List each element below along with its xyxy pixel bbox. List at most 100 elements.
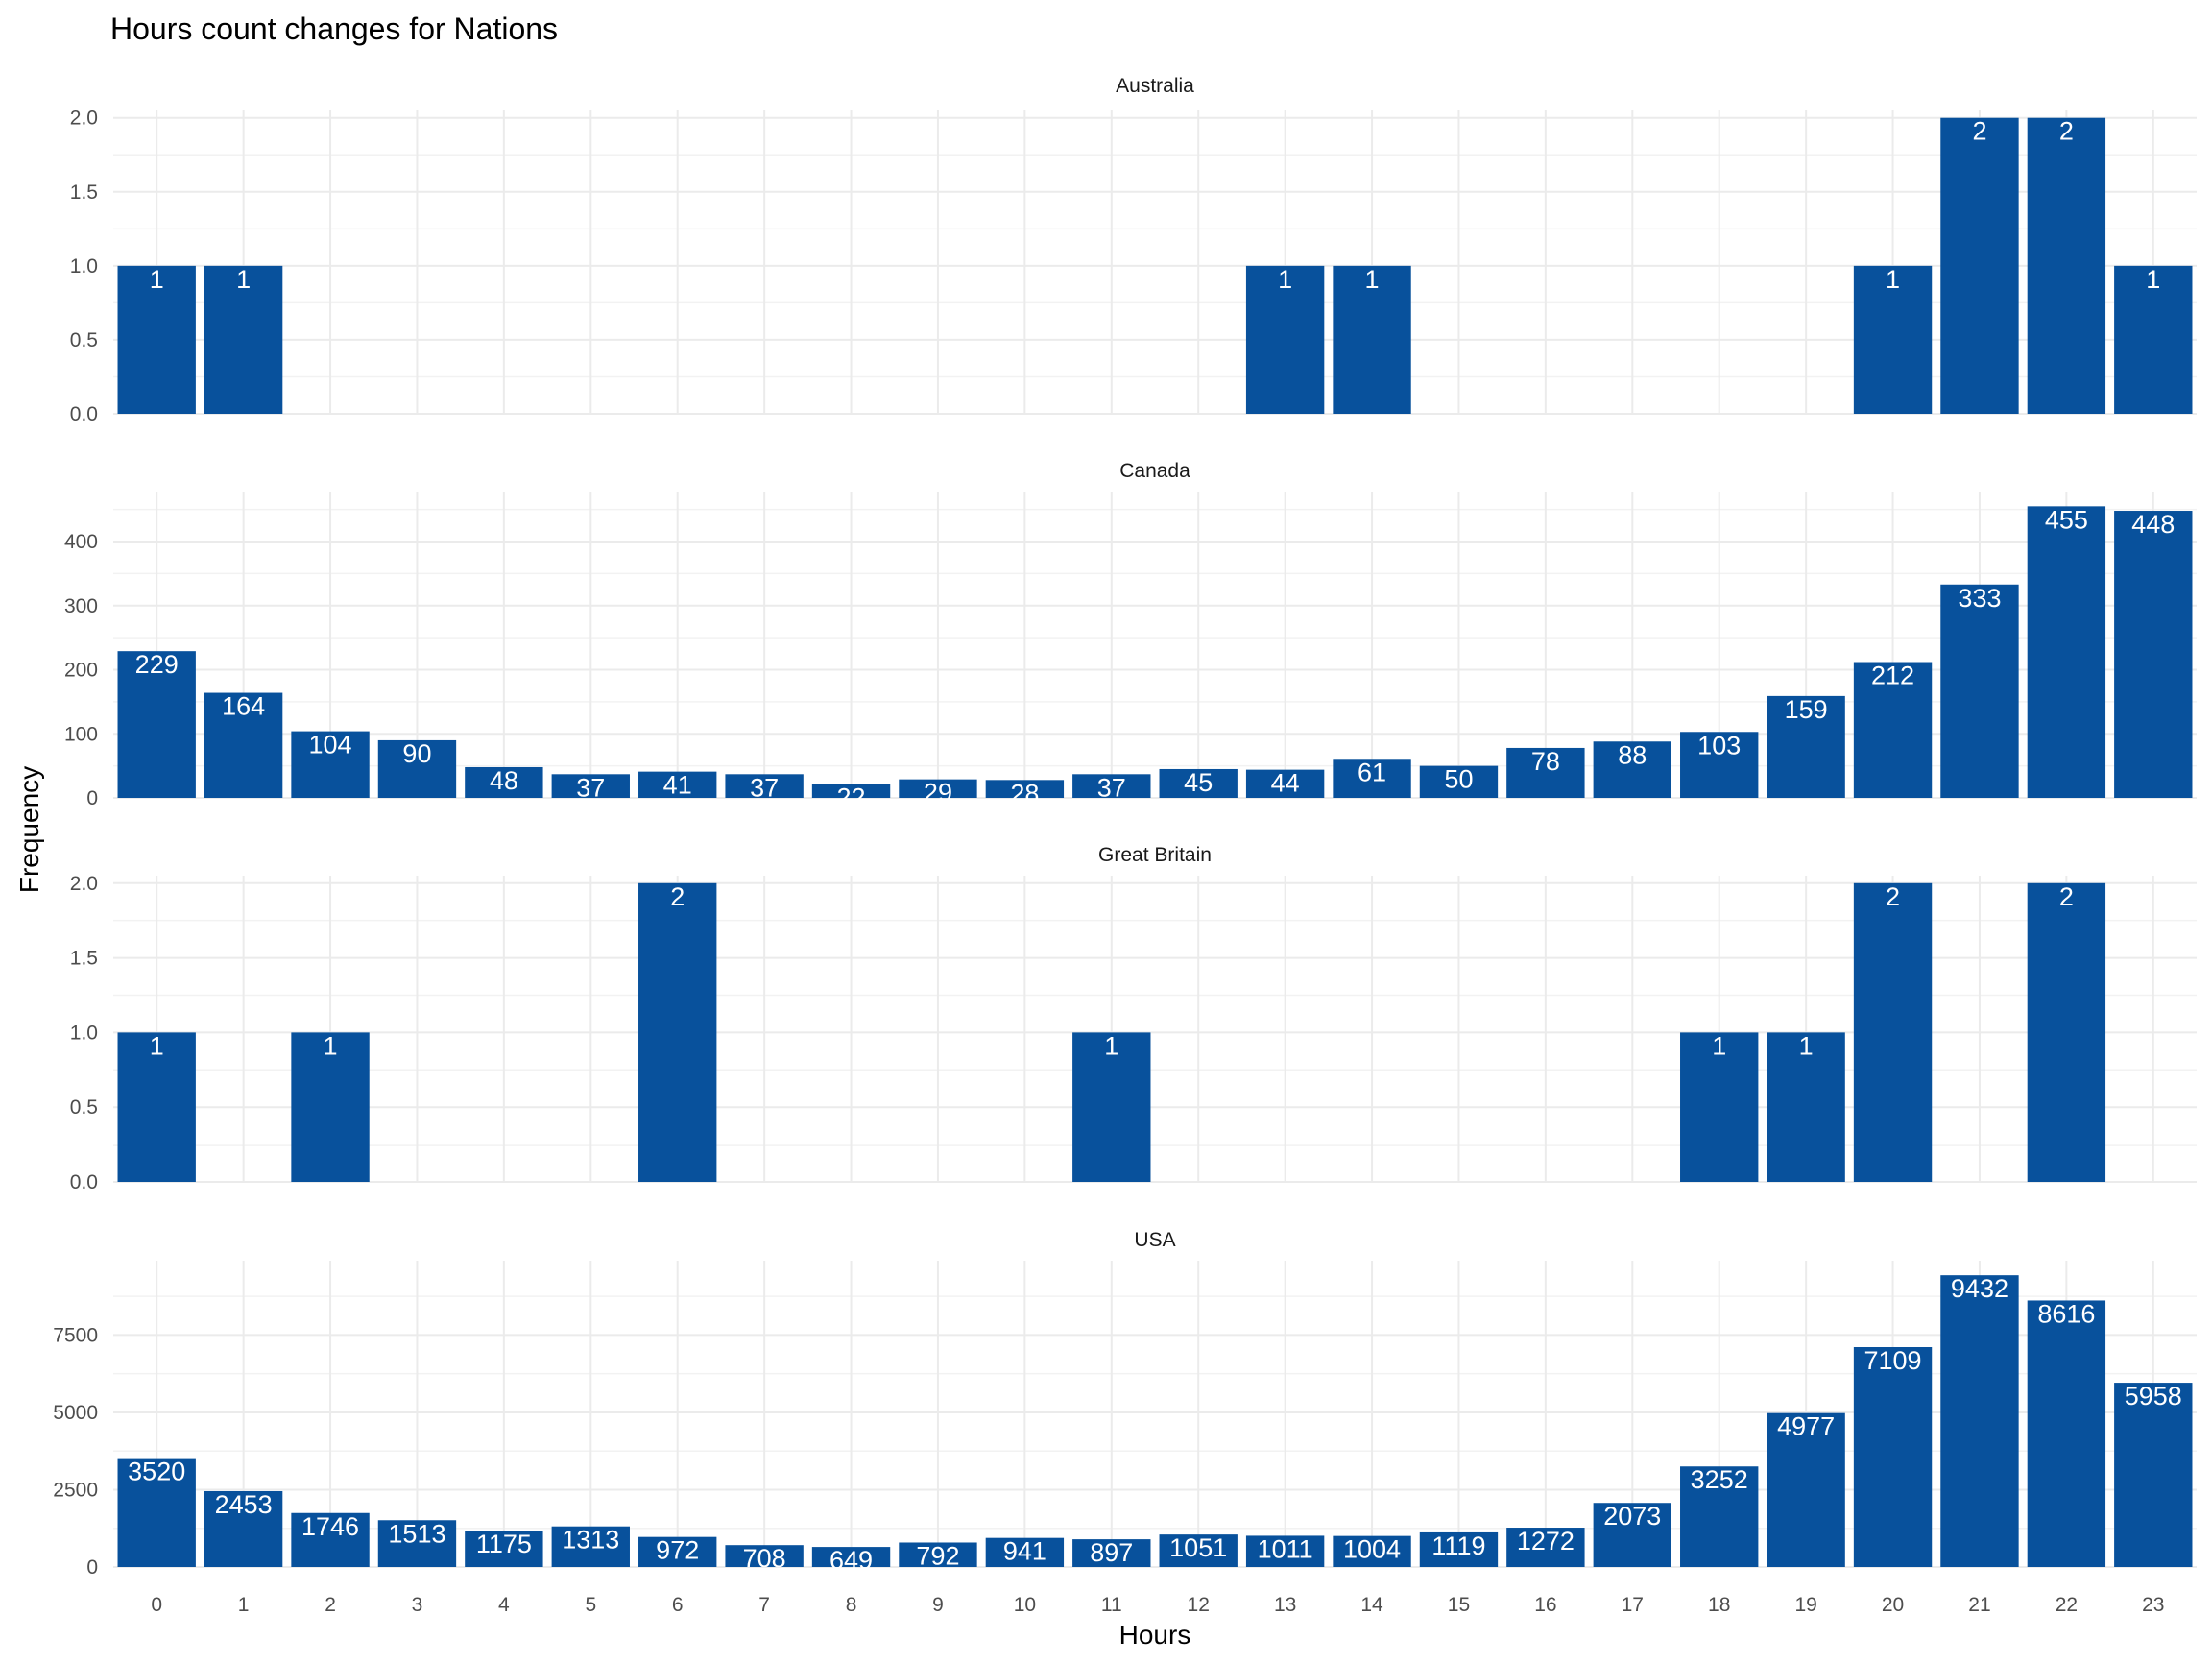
bar-value-label: 164 (222, 692, 265, 721)
x-tick-label: 7 (758, 1594, 770, 1616)
x-tick-label: 0 (151, 1594, 162, 1616)
bar (1853, 882, 1933, 1182)
bar (638, 882, 717, 1182)
facet-panel: Australia 0.0 0.5 1.0 1.5 2.0 1 1 1 1 1 2 2 1 (70, 75, 2197, 425)
x-tick-label: 9 (932, 1594, 944, 1616)
x-tick-label: 20 (1882, 1594, 1904, 1616)
bar (2114, 1383, 2193, 1567)
x-tick-label: 17 (1622, 1594, 1644, 1616)
bar-value-label: 5958 (2125, 1382, 2182, 1411)
bar (1593, 741, 1671, 798)
bar (551, 1526, 630, 1567)
x-tick-label: 5 (585, 1594, 596, 1616)
y-tick-label: 1.0 (70, 1022, 98, 1044)
bar (1333, 1535, 1411, 1567)
y-tick-label: 0 (86, 1556, 98, 1579)
x-axis-label: Hours (1119, 1620, 1191, 1650)
x-tick-label: 16 (1534, 1594, 1556, 1616)
bar (985, 780, 1065, 798)
bar (1853, 265, 1933, 414)
bar-value-label: 1051 (1169, 1533, 1227, 1562)
x-tick-label: 12 (1188, 1594, 1210, 1616)
bar-value-label: 792 (916, 1541, 959, 1570)
bar (465, 1531, 543, 1567)
bar (204, 692, 283, 798)
bar-value-label: 1 (1712, 1031, 1726, 1060)
x-axis-ticks: 0 1 2 3 4 5 6 7 8 9 10 11 12 13 14 15 16 17 18 19 20 21 22 23 (151, 1594, 2164, 1616)
y-tick-label: 2.0 (70, 873, 98, 895)
bar-value-label: 455 (2045, 505, 2088, 534)
y-tick-label: 0.0 (70, 403, 98, 425)
bar (1072, 1032, 1151, 1182)
bar-value-label: 88 (1618, 740, 1647, 769)
y-tick-label: 200 (64, 660, 98, 682)
bar-value-label: 45 (1184, 768, 1213, 797)
facet-strip-label: Canada (1119, 460, 1190, 482)
bar (1680, 1032, 1759, 1182)
bar-value-label: 7109 (1864, 1346, 1922, 1375)
bar-value-label: 61 (1358, 758, 1386, 786)
bar-value-label: 48 (490, 766, 518, 795)
y-tick-label: 1.5 (70, 948, 98, 970)
y-tick-label: 0.5 (70, 329, 98, 351)
bar-value-label: 1 (236, 265, 251, 294)
y-tick-label: 0.5 (70, 1097, 98, 1119)
bar (1853, 1347, 1933, 1567)
bar-value-label: 4977 (1777, 1412, 1835, 1441)
bar (638, 1536, 717, 1567)
y-tick-label: 1.5 (70, 181, 98, 204)
x-tick-label: 23 (2142, 1594, 2164, 1616)
x-tick-label: 8 (846, 1594, 857, 1616)
bar-value-label: 2073 (1603, 1502, 1661, 1531)
bar-value-label: 28 (1010, 779, 1039, 808)
bar (377, 1520, 457, 1567)
bar (204, 265, 283, 414)
x-tick-label: 3 (412, 1594, 423, 1616)
bar-value-label: 1 (1278, 265, 1292, 294)
bar (1419, 765, 1499, 798)
bar-value-label: 104 (309, 731, 352, 760)
x-tick-label: 13 (1274, 1594, 1296, 1616)
x-tick-label: 15 (1448, 1594, 1470, 1616)
y-tick-label: 400 (64, 531, 98, 553)
x-tick-label: 22 (2056, 1594, 2078, 1616)
bar-value-label: 103 (1697, 731, 1741, 760)
bar-value-label: 1119 (1431, 1531, 1485, 1560)
y-tick-label: 100 (64, 723, 98, 745)
bar-value-label: 1 (150, 265, 164, 294)
bar-value-label: 972 (656, 1536, 699, 1565)
bar (1506, 1528, 1585, 1567)
bar (1072, 1539, 1151, 1567)
bar-value-label: 8616 (2037, 1299, 2095, 1328)
bar (1245, 1535, 1325, 1567)
y-tick-label: 1.0 (70, 255, 98, 277)
bar (899, 1542, 977, 1567)
bar (1767, 1032, 1845, 1182)
bar-value-label: 649 (830, 1546, 873, 1575)
bar (291, 1512, 370, 1567)
bar-value-label: 78 (1531, 747, 1560, 776)
bar (1940, 117, 2019, 415)
bar (1333, 265, 1411, 414)
bar-value-label: 3252 (1691, 1465, 1748, 1494)
bar-value-label: 1 (1104, 1031, 1118, 1060)
x-tick-label: 11 (1101, 1594, 1122, 1616)
bar (117, 651, 196, 798)
x-tick-label: 4 (498, 1594, 510, 1616)
bar (377, 739, 457, 798)
bar (1333, 759, 1411, 798)
bar-value-label: 448 (2131, 510, 2175, 539)
bar (985, 1537, 1065, 1567)
x-tick-label: 2 (325, 1594, 336, 1616)
bar-value-label: 159 (1785, 695, 1828, 724)
bar (2027, 882, 2106, 1182)
bar-value-label: 37 (750, 773, 779, 802)
bar (2027, 506, 2106, 798)
bar (1159, 768, 1238, 798)
bar (2114, 511, 2193, 798)
y-tick-label: 0.0 (70, 1171, 98, 1194)
bar-value-label: 90 (402, 739, 431, 768)
